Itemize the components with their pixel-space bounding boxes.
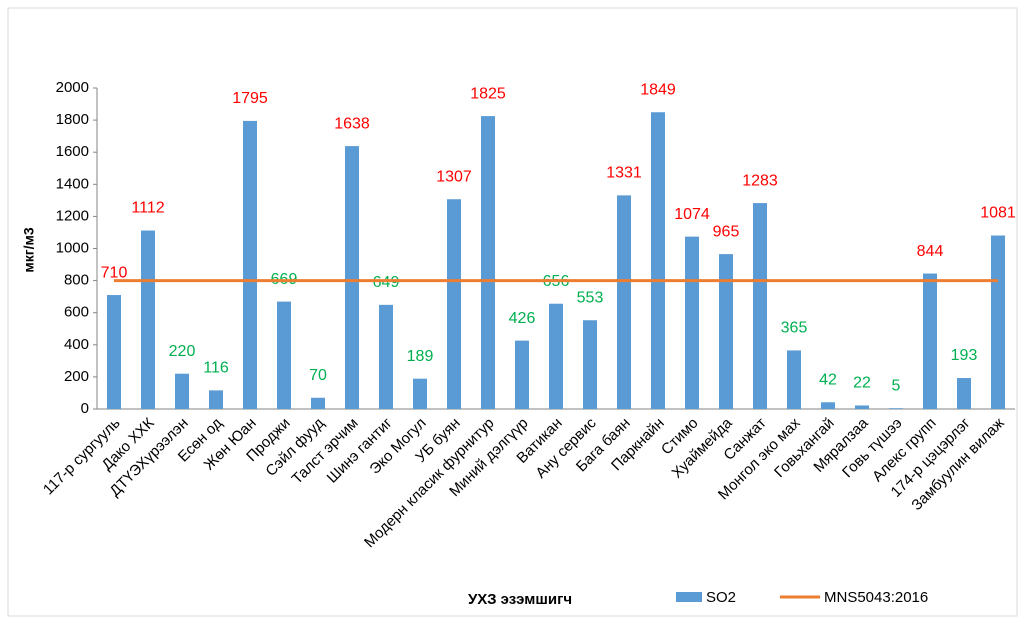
bar	[923, 273, 937, 409]
bar	[821, 402, 835, 409]
value-label: 1825	[470, 85, 506, 102]
value-label: 1074	[674, 206, 710, 223]
value-label: 189	[407, 348, 434, 365]
bar	[243, 120, 257, 409]
bar	[685, 236, 699, 409]
bar	[583, 320, 597, 409]
y-tick-label: 1200	[56, 207, 89, 224]
value-label: 1112	[131, 200, 164, 217]
x-axis-title: УХЗ эзэмшигч	[468, 591, 572, 608]
value-label: 1331	[606, 165, 642, 182]
legend-label: SO2	[706, 589, 736, 606]
value-label: 1849	[640, 81, 676, 98]
bar	[855, 405, 869, 409]
value-label: 365	[781, 320, 808, 337]
y-axis-title: мкг/м3	[21, 227, 37, 272]
bar	[719, 254, 733, 409]
value-label: 193	[951, 347, 978, 364]
bar	[753, 203, 767, 409]
bar	[277, 301, 291, 409]
value-label: 42	[819, 371, 837, 388]
bar	[787, 350, 801, 409]
bar	[651, 112, 665, 409]
value-label: 710	[101, 264, 128, 281]
bar	[413, 378, 427, 409]
legend-label: MNS5043:2016	[824, 589, 928, 606]
value-label: 1081	[980, 205, 1016, 222]
bar	[515, 340, 529, 409]
bar	[481, 116, 495, 410]
bar	[957, 378, 971, 409]
y-tick-label: 1400	[56, 175, 89, 192]
y-tick-label: 1800	[56, 111, 89, 128]
y-tick-label: 2000	[56, 79, 89, 96]
value-label: 965	[713, 223, 740, 240]
bar	[311, 397, 325, 409]
bar	[549, 303, 563, 409]
value-label: 844	[917, 243, 944, 260]
value-label: 426	[509, 310, 536, 327]
bar	[889, 408, 903, 409]
bar	[617, 195, 631, 409]
legend-swatch	[676, 592, 702, 602]
bar	[141, 230, 155, 409]
y-tick-label: 400	[64, 336, 89, 353]
value-label: 553	[577, 289, 604, 306]
bar	[209, 390, 223, 409]
value-label: 1307	[436, 168, 472, 185]
bar	[379, 304, 393, 409]
y-tick-label: 1000	[56, 239, 89, 256]
bar	[107, 295, 121, 409]
value-label: 1638	[334, 115, 370, 132]
value-label: 649	[373, 274, 400, 291]
y-tick-label: 1600	[56, 143, 89, 160]
y-tick-label: 0	[81, 400, 89, 417]
value-label: 116	[203, 360, 229, 377]
chart-frame	[7, 7, 1018, 617]
value-label: 1283	[742, 172, 778, 189]
value-label: 5	[892, 377, 901, 394]
y-tick-label: 800	[64, 272, 89, 289]
y-tick-label: 200	[64, 368, 89, 385]
y-tick-label: 600	[64, 304, 89, 321]
bar	[991, 235, 1005, 409]
value-label: 220	[169, 343, 196, 360]
value-label: 1795	[232, 90, 268, 107]
bar	[175, 373, 189, 409]
value-label: 22	[853, 375, 871, 392]
value-label: 70	[309, 367, 327, 384]
bar	[447, 199, 461, 409]
bar	[345, 146, 359, 409]
